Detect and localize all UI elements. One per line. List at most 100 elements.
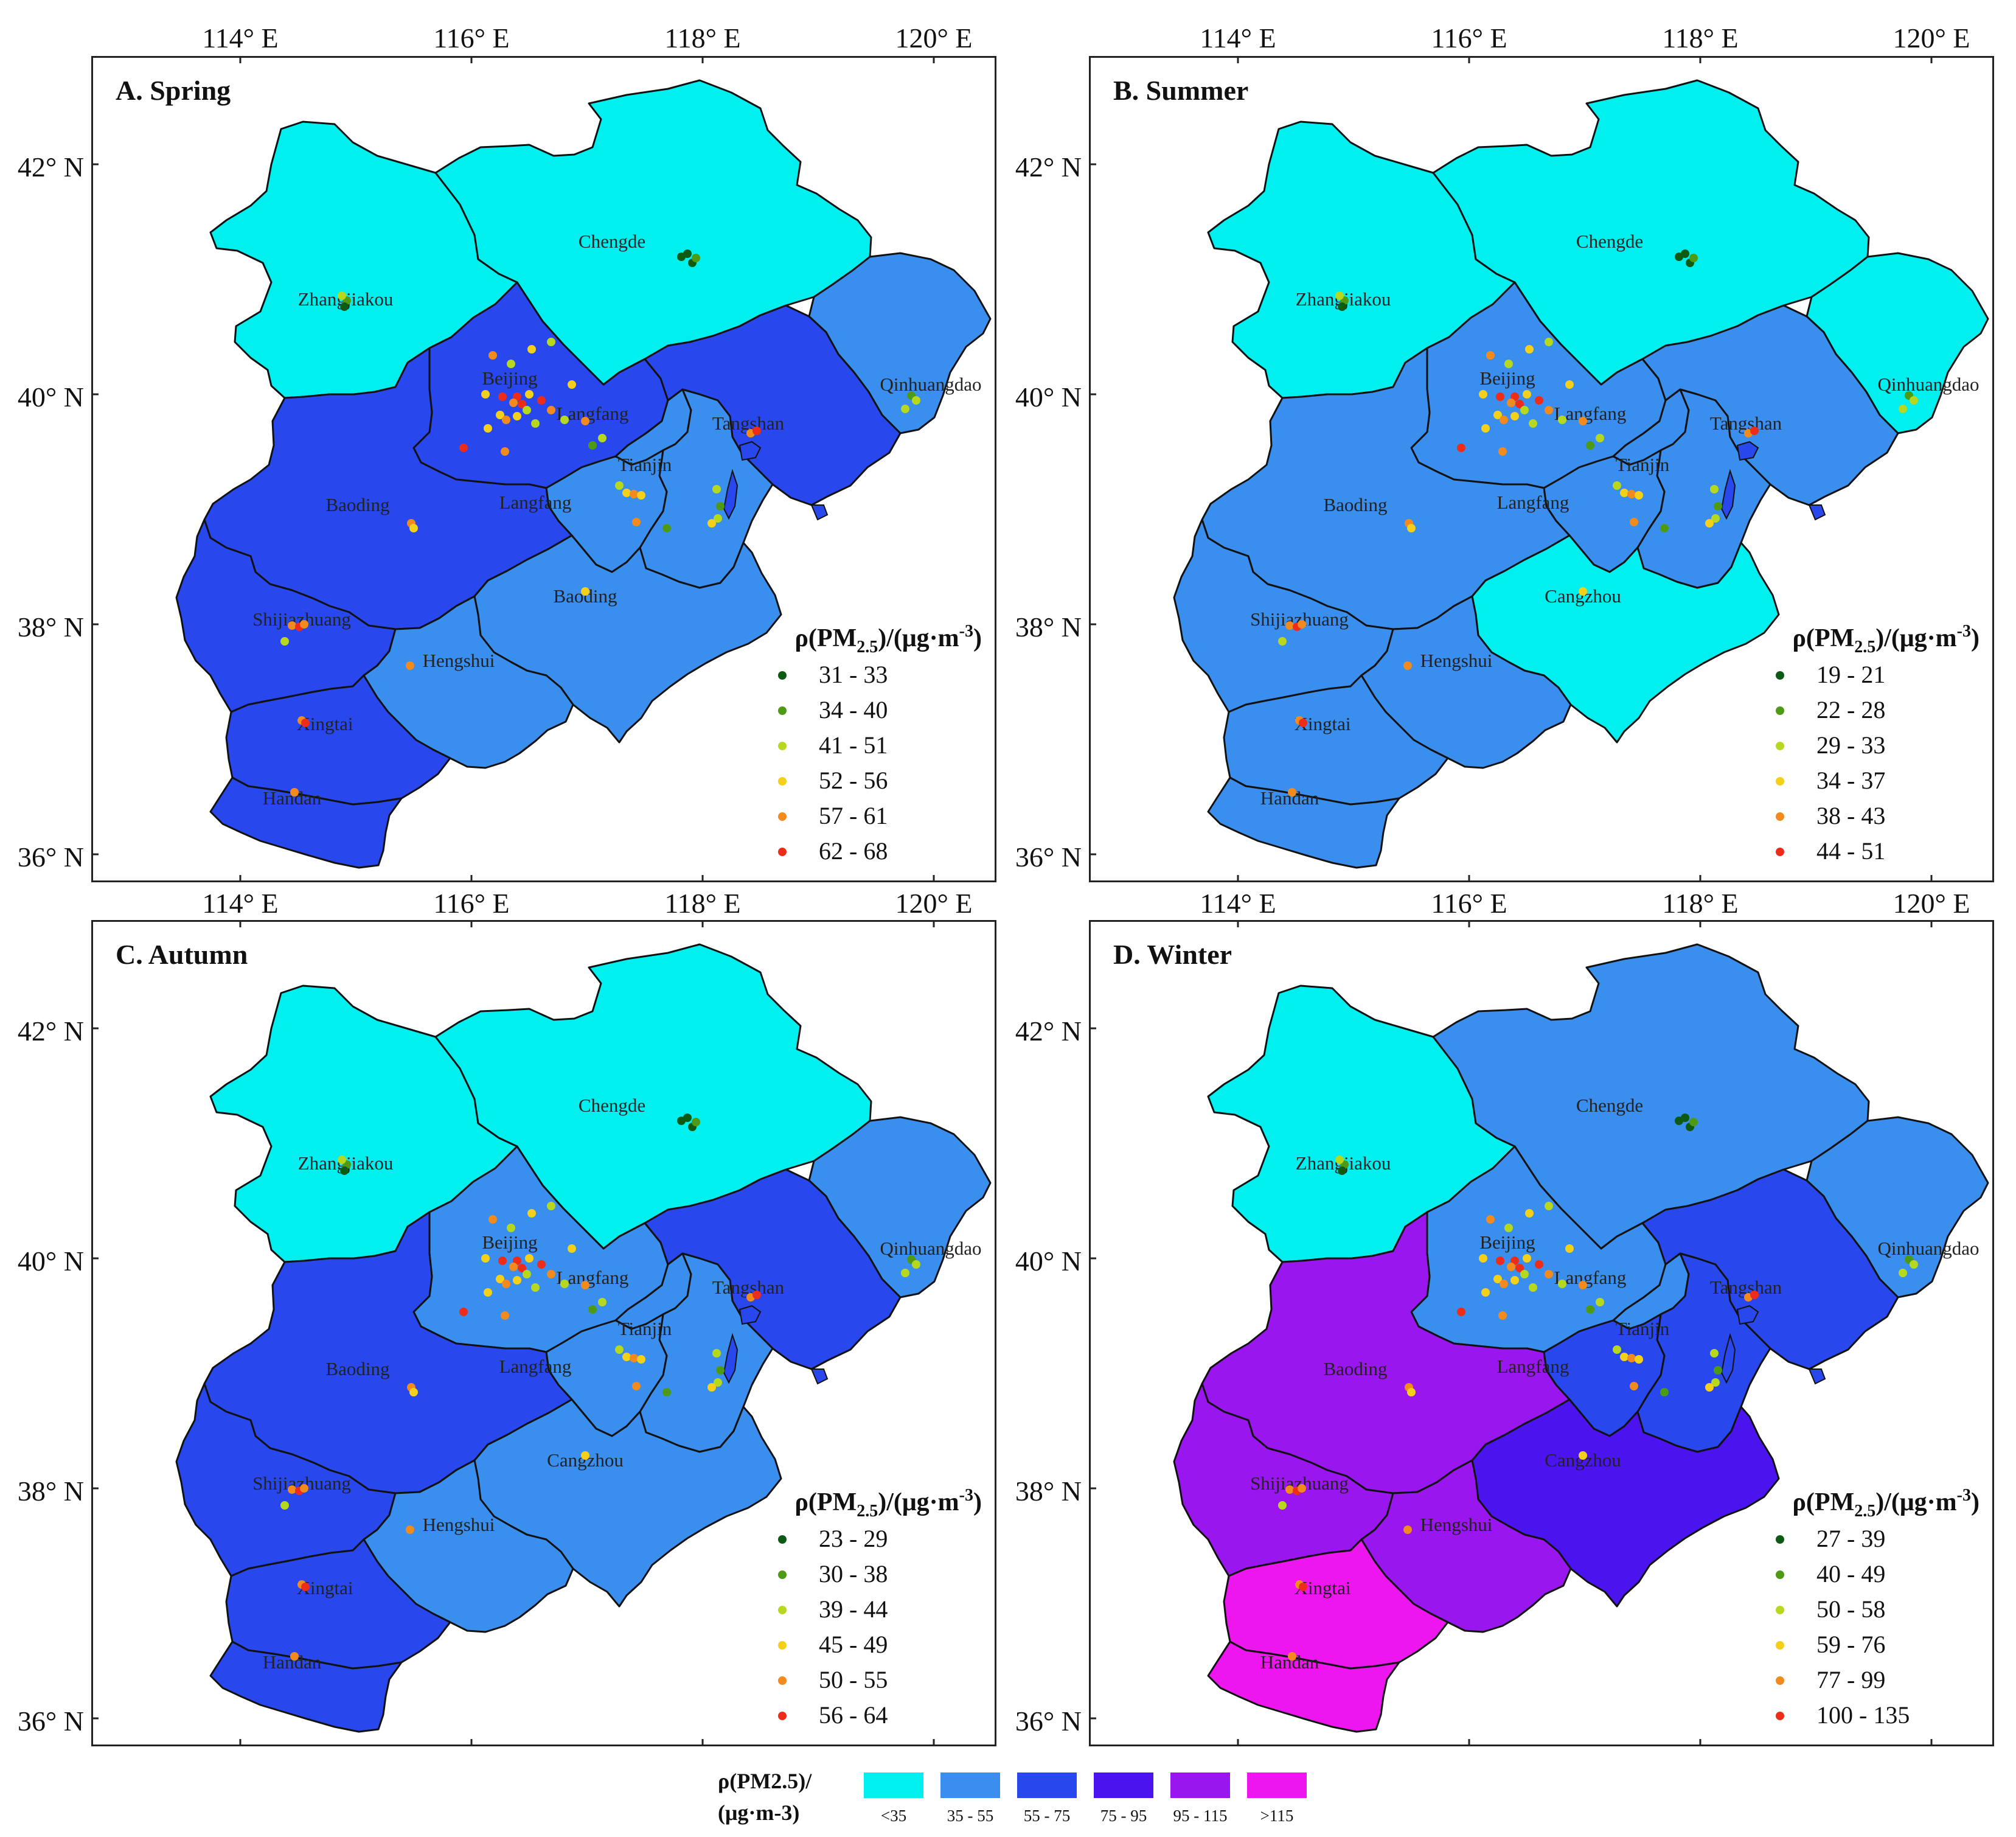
lat-axis-right: 42° N 40° N 38° N 36° N 42° N 40° N 38° … — [998, 0, 1089, 1834]
legend-swatch — [1776, 706, 1784, 715]
legend-swatch — [1776, 812, 1784, 821]
monitoring-site-point — [518, 400, 526, 408]
monitoring-site-point — [1711, 1378, 1720, 1387]
monitoring-site-point — [1338, 302, 1346, 311]
monitoring-site-point — [338, 291, 346, 300]
city-label-tianjin: Tianjin — [1616, 1318, 1670, 1339]
lon-label-114: 114° E — [202, 23, 278, 54]
legend-item-label: 38 - 43 — [1816, 802, 1885, 829]
monitoring-site-point — [409, 1388, 418, 1396]
legend-swatch — [1776, 1535, 1784, 1544]
lon-label-116: 116° E — [1431, 23, 1507, 54]
monitoring-site-point — [588, 441, 597, 450]
monitoring-site-point — [547, 406, 555, 414]
monitoring-site-point — [1545, 338, 1553, 346]
city-label-beijing: Beijing — [1479, 1232, 1535, 1253]
city-label-beijing: Beijing — [1479, 368, 1535, 389]
monitoring-site-point — [1750, 1291, 1759, 1299]
monitoring-site-point — [1504, 360, 1513, 368]
map-panel-summer: ZhangjiakouChengdeBeijingQinhuangdaoTang… — [1089, 56, 1994, 882]
monitoring-site-point — [1565, 1244, 1574, 1253]
monitoring-site-point — [459, 1308, 468, 1316]
legend-item-label: 30 - 38 — [819, 1560, 888, 1588]
city-label-tianjin: Tianjin — [618, 1318, 672, 1339]
monitoring-site-point — [662, 524, 671, 532]
concentration-scale-legend: ρ(PM2.5)/ (μg·m-3) <35 35 - 55 55 - 75 75 - 9… — [718, 1762, 1350, 1828]
lat-label-36: 36° N — [18, 842, 84, 873]
monitoring-site-point — [912, 396, 920, 405]
legend-swatch — [778, 671, 787, 680]
region-handan — [1207, 776, 1400, 869]
monitoring-site-point — [1278, 637, 1287, 646]
monitoring-site-point — [630, 490, 638, 498]
city-label-baoding: Baoding — [1323, 1358, 1387, 1379]
monitoring-site-point — [518, 1264, 526, 1272]
legend-title: ρ(PM2.5)/(μg·m-3) — [1792, 622, 1980, 657]
panel-title: A. Spring — [116, 75, 231, 106]
monitoring-site-point — [513, 1276, 521, 1285]
monitoring-site-point — [1660, 1388, 1669, 1396]
monitoring-site-point — [1285, 1485, 1294, 1494]
lat-label-36: 36° N — [18, 1706, 84, 1737]
lat-label-40: 40° N — [18, 1246, 84, 1277]
monitoring-site-point — [1525, 345, 1534, 354]
monitoring-site-point — [1714, 1366, 1722, 1375]
city-label-qinhuangdao: Qinhuangdao — [880, 1238, 981, 1259]
monitoring-site-point — [1545, 1270, 1553, 1278]
monitoring-site-point — [1689, 254, 1698, 262]
monitoring-site-point — [484, 424, 492, 433]
lat-label-38: 38° N — [1015, 612, 1082, 643]
scale-swatch — [940, 1773, 1000, 1798]
monitoring-site-point — [1750, 427, 1759, 435]
monitoring-site-point — [1498, 1311, 1507, 1320]
monitoring-site-point — [581, 1281, 589, 1289]
coastal-water — [1808, 504, 1826, 521]
lon-label-116: 116° E — [433, 23, 509, 54]
monitoring-site-point — [1481, 424, 1490, 433]
legend-swatch — [778, 706, 787, 715]
monitoring-site-point — [525, 1254, 534, 1263]
monitoring-site-point — [630, 1354, 638, 1362]
monitoring-site-point — [1558, 416, 1566, 424]
monitoring-site-point — [301, 719, 310, 727]
monitoring-site-point — [1705, 519, 1714, 528]
monitoring-site-point — [1298, 1484, 1306, 1493]
monitoring-site-point — [1899, 1269, 1907, 1277]
scale-swatch — [1170, 1773, 1230, 1798]
monitoring-site-point — [714, 1378, 722, 1387]
monitoring-site-point — [1579, 587, 1587, 596]
monitoring-site-point — [1486, 1215, 1495, 1224]
monitoring-site-point — [1338, 1166, 1346, 1175]
lon-label-120: 120° E — [895, 888, 973, 919]
monitoring-site-point — [901, 405, 909, 413]
city-label-langfang-s: Langfang — [499, 1356, 572, 1377]
legend-swatch — [778, 1570, 787, 1579]
scale-swatch — [1247, 1773, 1307, 1798]
monitoring-site-point — [1493, 411, 1502, 419]
coastal-water — [1720, 469, 1736, 520]
monitoring-site-point — [683, 249, 692, 258]
monitoring-site-point — [488, 1215, 497, 1224]
legend-item-label: 57 - 61 — [819, 802, 888, 829]
monitoring-site-point — [581, 417, 589, 425]
legend-swatch — [778, 812, 787, 821]
monitoring-site-point — [716, 502, 725, 511]
city-label-chengde: Chengde — [1576, 231, 1643, 252]
panel-title: C. Autumn — [116, 939, 248, 970]
monitoring-site-point — [501, 447, 509, 456]
monitoring-site-point — [1288, 1652, 1296, 1661]
monitoring-site-point — [481, 1254, 490, 1263]
monitoring-site-point — [1520, 406, 1529, 414]
monitoring-site-point — [409, 524, 418, 532]
legend-item-label: 40 - 49 — [1816, 1560, 1885, 1588]
map-panel-spring: ZhangjiakouChengdeBeijingQinhuangdaoTang… — [91, 56, 996, 882]
monitoring-site-point — [1899, 405, 1907, 413]
monitoring-site-point — [1525, 1209, 1534, 1218]
lon-label-116: 116° E — [1431, 888, 1507, 919]
monitoring-site-point — [1586, 441, 1594, 450]
monitoring-site-point — [1565, 380, 1574, 389]
city-label-tianjin: Tianjin — [618, 454, 672, 475]
monitoring-site-point — [1613, 481, 1621, 490]
monitoring-site-point — [488, 351, 497, 360]
lon-label-114: 114° E — [1200, 888, 1276, 919]
